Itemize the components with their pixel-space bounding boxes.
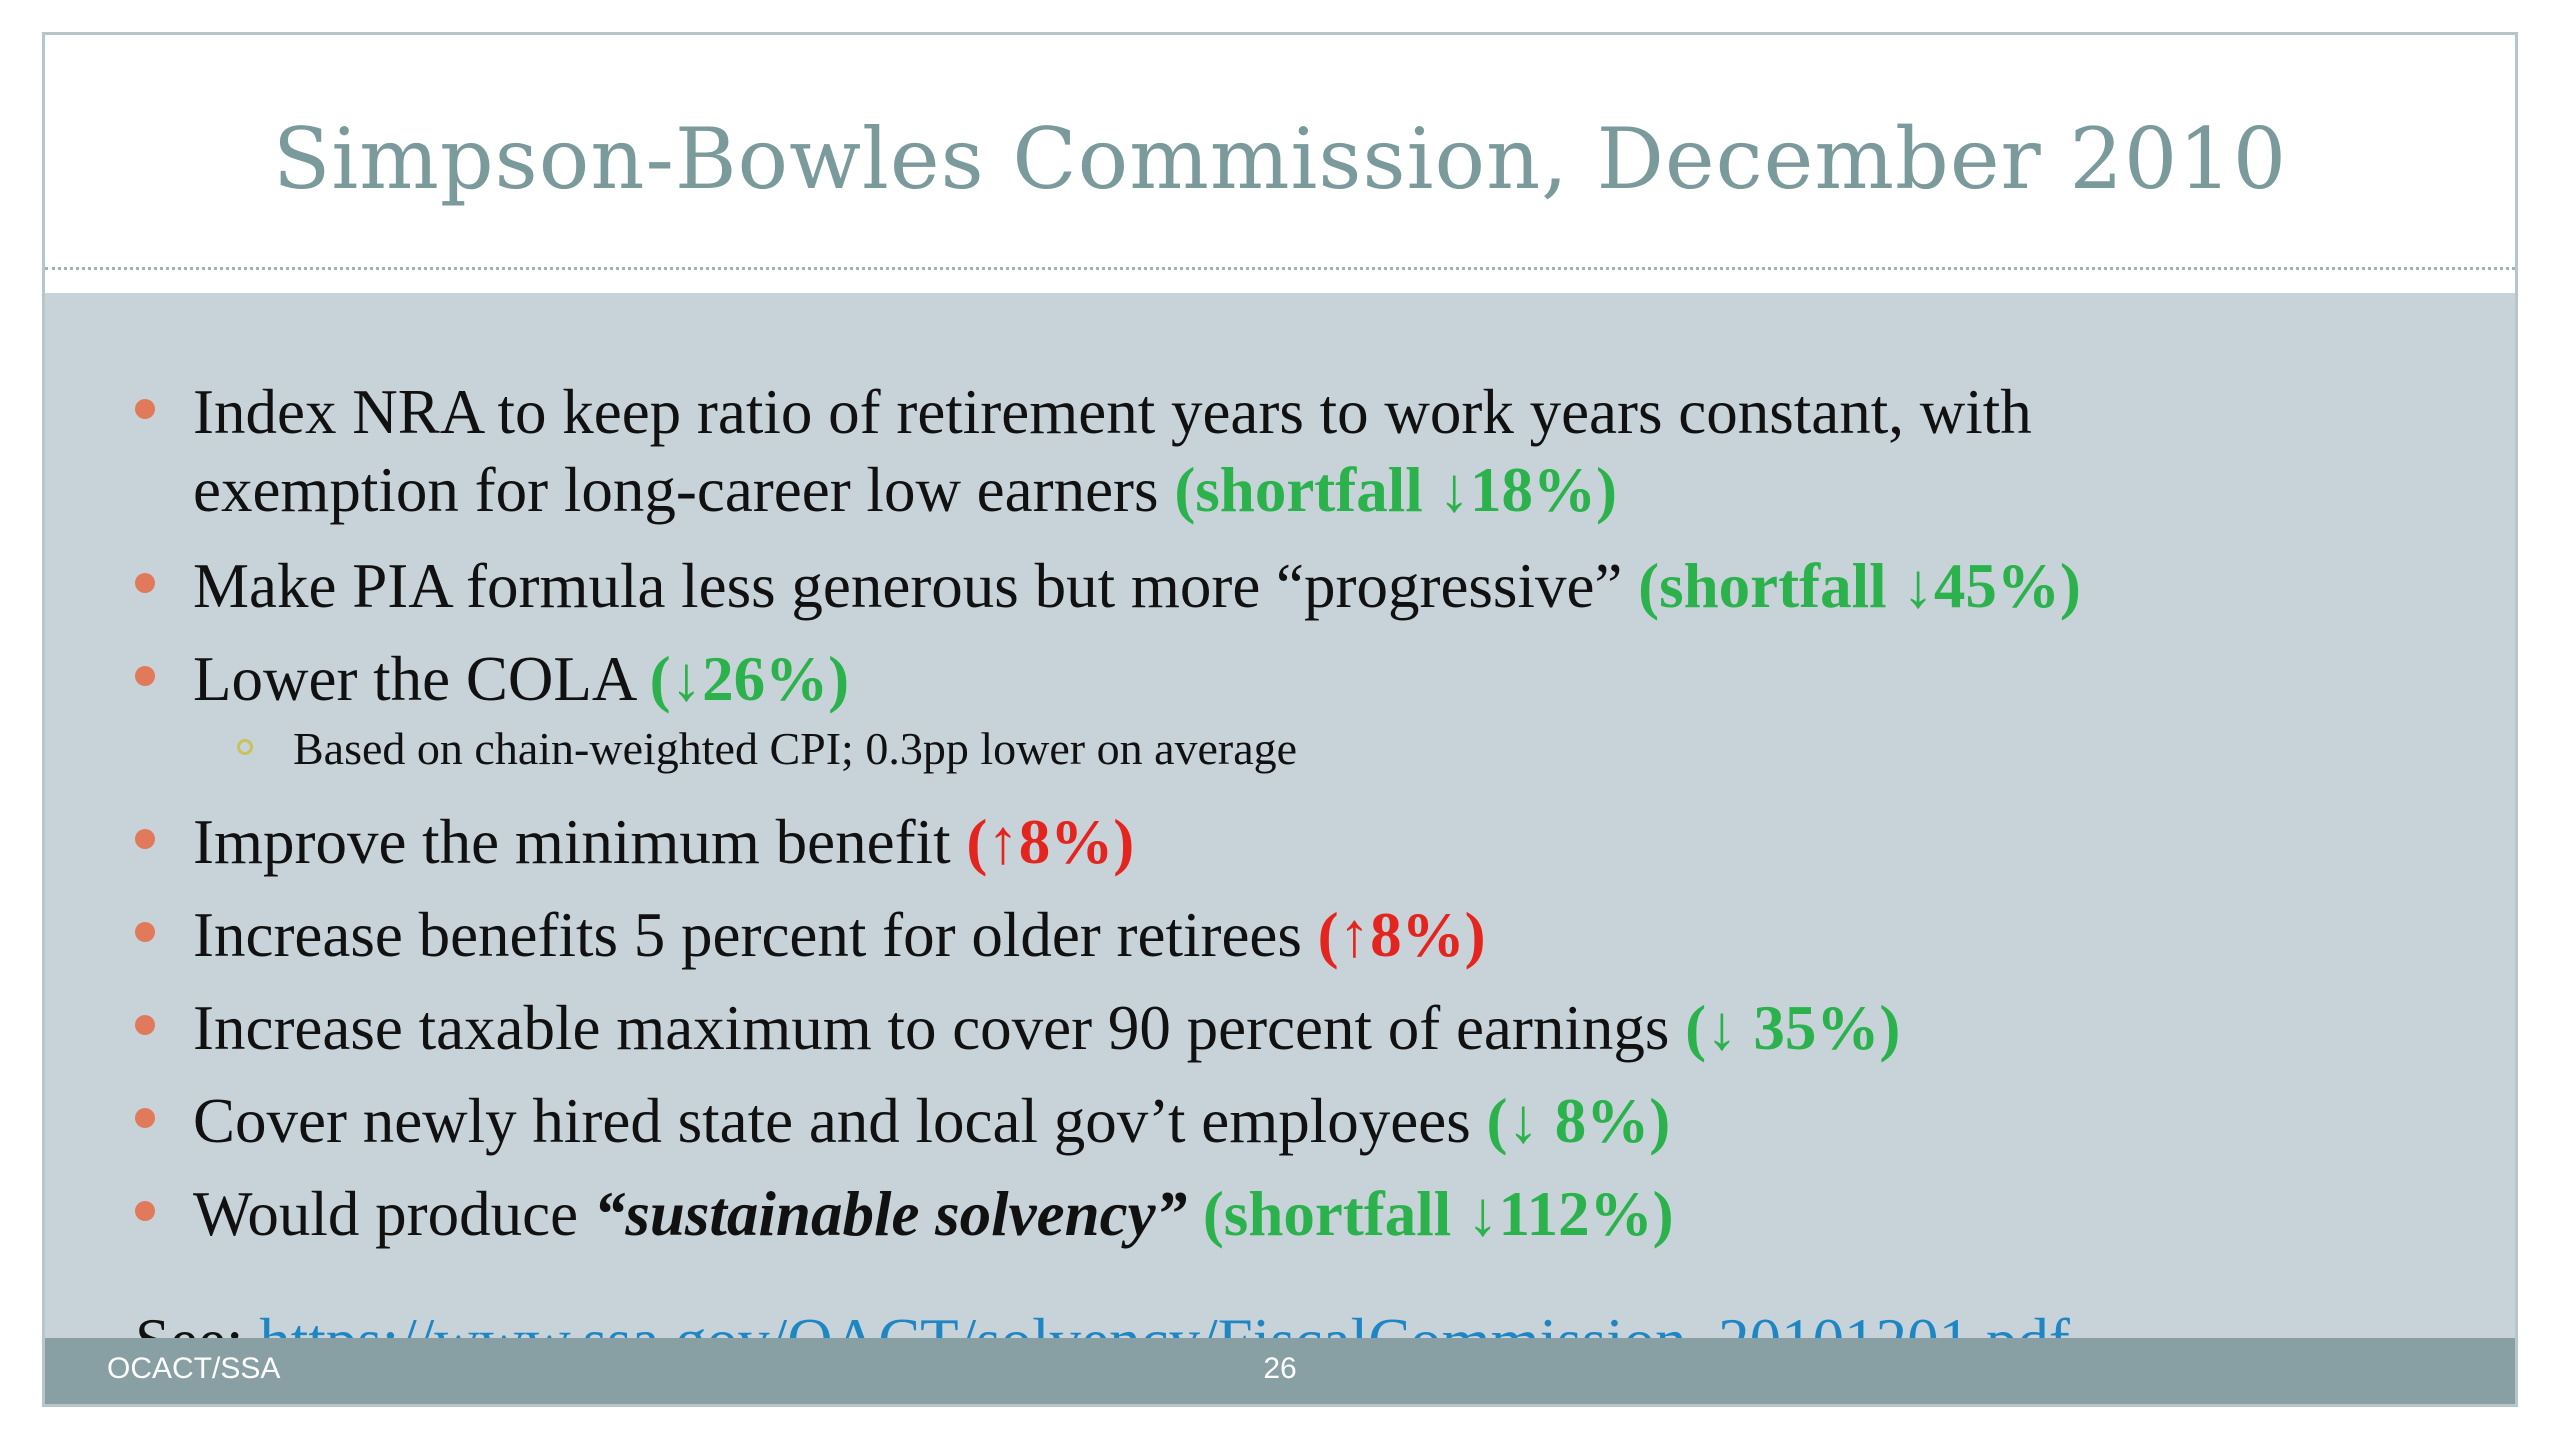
sub-bullet-text: Based on chain-weighted CPI; 0.3pp lower… bbox=[293, 723, 1298, 774]
sub-bullet-chain-cpi: Based on chain-weighted CPI; 0.3pp lower… bbox=[237, 719, 2393, 779]
sub-bullet-ring-icon bbox=[237, 739, 253, 755]
bullet-dot-icon bbox=[135, 573, 155, 593]
slide: Simpson-Bowles Commission, December 2010… bbox=[42, 32, 2518, 1407]
bullet-effect: (shortfall ↓45%) bbox=[1638, 551, 2081, 621]
bullet-taxable-maximum: Increase taxable maximum to cover 90 per… bbox=[135, 989, 2393, 1067]
bullet-sustainable-solvency: Would produce “sustainable solvency” (sh… bbox=[135, 1175, 2393, 1253]
bullet-text: Increase taxable maximum to cover 90 per… bbox=[193, 993, 1686, 1063]
bullet-pia-formula: Make PIA formula less generous but more … bbox=[135, 547, 2393, 625]
bullet-effect: (↓26%) bbox=[649, 644, 850, 714]
bullet-older-retirees: Increase benefits 5 percent for older re… bbox=[135, 896, 2393, 974]
bullet-text: Lower the COLA bbox=[193, 644, 650, 714]
bullet-text: Index NRA to keep ratio of retirement ye… bbox=[193, 377, 2032, 447]
page-number: 26 bbox=[1263, 1352, 1297, 1385]
bullet-text: Improve the minimum benefit bbox=[193, 807, 967, 877]
bullet-text: Would produce bbox=[193, 1179, 594, 1249]
bullet-emphasis: “sustainable solvency” bbox=[593, 1179, 1188, 1249]
bullet-text-continued: exemption for long-career low earners bbox=[193, 455, 1175, 525]
bullet-dot-icon bbox=[135, 666, 155, 686]
bullet-dot-icon bbox=[135, 1201, 155, 1221]
bullet-effect: (shortfall ↓112%) bbox=[1187, 1179, 1674, 1249]
slide-footer: OCACT/SSA 26 bbox=[45, 1338, 2515, 1404]
bullet-text: Make PIA formula less generous but more … bbox=[193, 551, 1639, 621]
title-area: Simpson-Bowles Commission, December 2010 bbox=[45, 35, 2515, 270]
content-area: Index NRA to keep ratio of retirement ye… bbox=[45, 293, 2515, 1376]
bullet-index-nra: Index NRA to keep ratio of retirement ye… bbox=[135, 373, 2393, 529]
bullet-minimum-benefit: Improve the minimum benefit (↑8%) bbox=[135, 803, 2393, 881]
bullet-dot-icon bbox=[135, 1108, 155, 1128]
bullet-dot-icon bbox=[135, 922, 155, 942]
bullet-cola: Lower the COLA (↓26%) bbox=[135, 640, 2393, 718]
slide-title: Simpson-Bowles Commission, December 2010 bbox=[272, 110, 2288, 208]
bullet-dot-icon bbox=[135, 829, 155, 849]
bullet-dot-icon bbox=[135, 1015, 155, 1035]
bullet-effect: (shortfall ↓18%) bbox=[1174, 455, 1618, 525]
bullet-text: Increase benefits 5 percent for older re… bbox=[193, 900, 1318, 970]
bullet-effect: (↓ 8%) bbox=[1486, 1086, 1671, 1156]
bullet-state-local-employees: Cover newly hired state and local gov’t … bbox=[135, 1082, 2393, 1160]
bullet-effect: (↓ 35%) bbox=[1685, 993, 1901, 1063]
bullet-text: Cover newly hired state and local gov’t … bbox=[193, 1086, 1487, 1156]
bullet-effect: (↑8%) bbox=[966, 807, 1135, 877]
footer-organization: OCACT/SSA bbox=[107, 1352, 281, 1385]
bullet-effect: (↑8%) bbox=[1317, 900, 1486, 970]
bullet-dot-icon bbox=[135, 399, 155, 419]
title-divider bbox=[45, 267, 2515, 270]
